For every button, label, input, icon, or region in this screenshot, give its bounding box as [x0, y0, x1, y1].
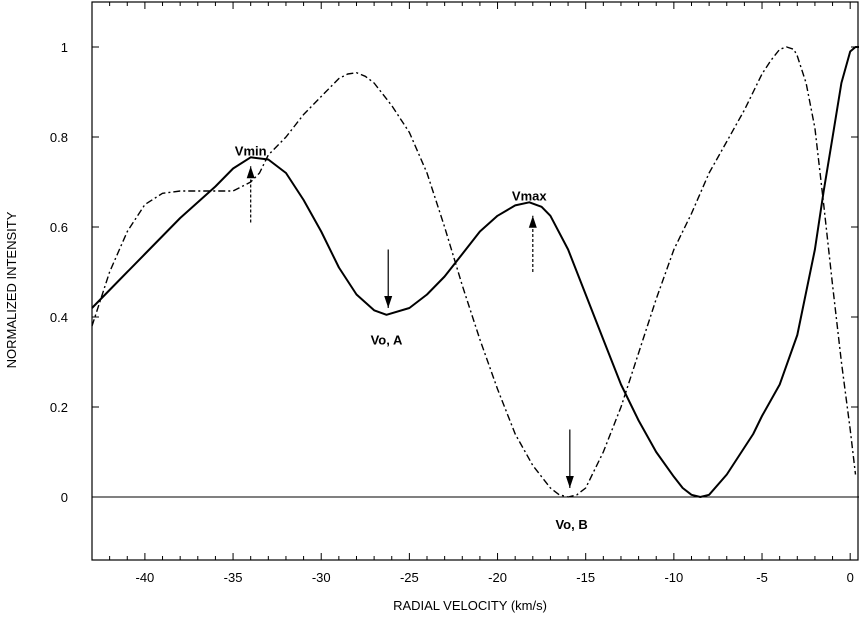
y-tick-label: 0.4	[50, 310, 68, 325]
series-group	[91, 46, 859, 498]
annotations-group: Vmin Vmax Vo, A Vo, B	[235, 144, 588, 533]
x-tick-label: -10	[664, 570, 683, 585]
annotation-arrow-head	[384, 296, 393, 308]
annotation-arrow-head	[246, 166, 255, 179]
y-tick-label: 0.8	[50, 130, 68, 145]
x-tick-label: -20	[488, 570, 507, 585]
x-axis-label: RADIAL VELOCITY (km/s)	[393, 598, 547, 613]
annotation-label: Vo, B	[555, 517, 587, 532]
x-tick-label: -40	[135, 570, 154, 585]
x-tick-label: -15	[576, 570, 595, 585]
y-tick-label: 0.2	[50, 400, 68, 415]
annotation-label: Vmax	[512, 189, 547, 204]
annotation-arrow-head	[528, 215, 537, 228]
annotation-label: Vmin	[235, 144, 267, 159]
y-axis-ticks: 0 0.2 0.4 0.6 0.8 1	[50, 40, 858, 505]
plot-frame	[91, 1, 859, 561]
plot-border	[91, 1, 859, 561]
dash-dot-profile-line	[91, 46, 857, 498]
y-tick-label: 1	[61, 40, 68, 55]
x-tick-label: 0	[847, 570, 854, 585]
annotation-arrow-head	[565, 476, 574, 488]
y-axis-label: NORMALIZED INTENSITY	[4, 211, 19, 368]
solid-profile-line	[91, 46, 859, 498]
x-axis-ticks: -40 -35 -30 -25 -20 -15 -10 -5 0	[109, 2, 854, 585]
y-tick-label: 0	[61, 490, 68, 505]
x-tick-label: -25	[400, 570, 419, 585]
x-tick-label: -30	[312, 570, 331, 585]
x-tick-label: -5	[756, 570, 768, 585]
y-tick-label: 0.6	[50, 220, 68, 235]
arrows-group	[246, 166, 574, 488]
x-tick-label: -35	[224, 570, 243, 585]
annotation-label: Vo, A	[371, 333, 403, 348]
